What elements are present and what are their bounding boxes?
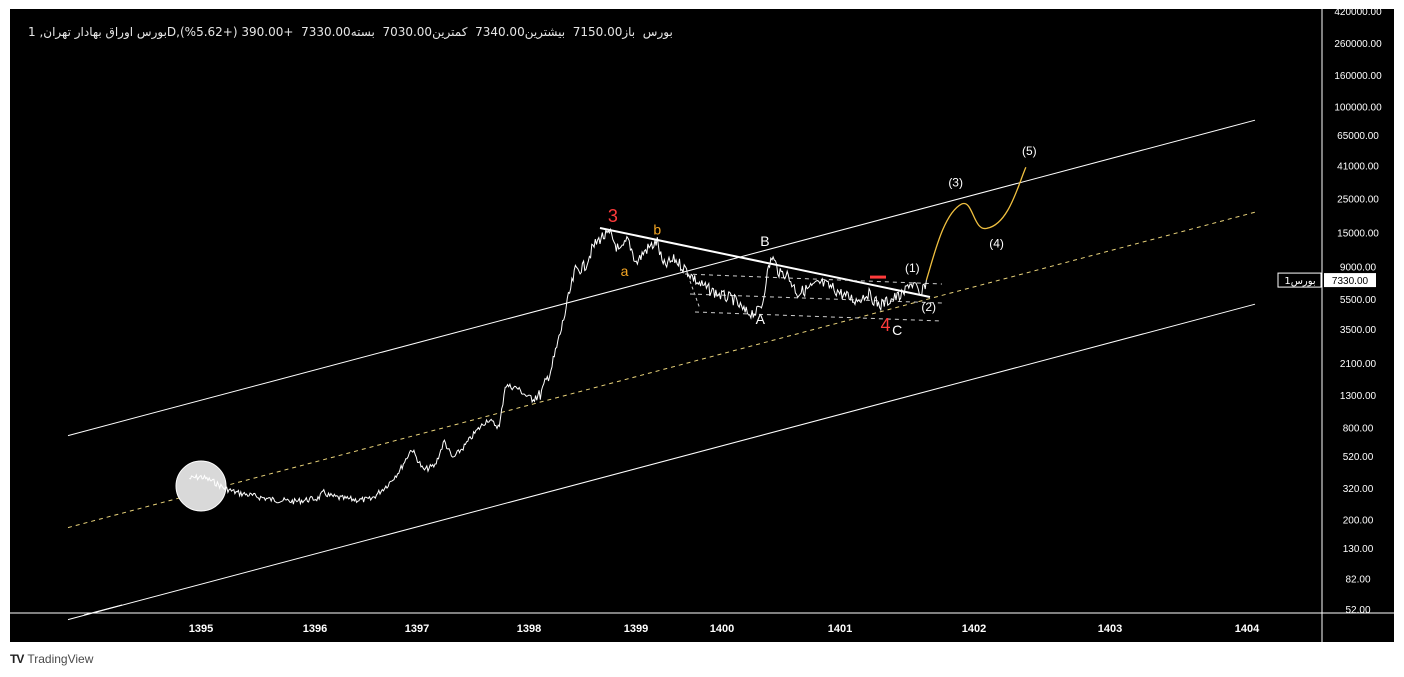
channel-lower-extension [83, 604, 123, 616]
y-tick-label-17: 130.00 [1343, 544, 1374, 555]
wedge-lower-dashed [694, 311, 943, 322]
x-tick-label-8: 1403 [1098, 623, 1122, 635]
wave-label-1: a [621, 263, 629, 279]
x-tick-label-3: 1398 [517, 623, 541, 635]
y-tick-label-0: 420000.00 [1334, 9, 1382, 18]
legend-low-label: کمترین [432, 25, 468, 39]
x-tick-label-0: 1395 [189, 623, 213, 635]
y-tick-label-15: 320.00 [1343, 484, 1374, 495]
legend-close-label: بسته [350, 25, 375, 39]
x-tick-label-4: 1399 [624, 623, 648, 635]
highlight-circle [175, 460, 227, 512]
last-price-name: بورس1 [1284, 276, 1315, 287]
price-series-line [189, 227, 927, 506]
legend-symbol: بورس اوراق بهادار تهران, 1 [28, 25, 167, 39]
y-tick-label-16: 200.00 [1343, 515, 1374, 526]
y-tick-label-9: 5500.00 [1340, 295, 1377, 306]
wave-label-0: 3 [608, 206, 618, 226]
x-tick-label-5: 1400 [710, 623, 734, 635]
channel-lower-line [67, 303, 1256, 621]
resistance-trendline [599, 227, 931, 298]
y-tick-label-2: 160000.00 [1334, 71, 1382, 82]
y-tick-label-18: 82.00 [1345, 575, 1370, 586]
wave-label-7: (1) [905, 261, 920, 275]
wave-label-11: (5) [1022, 144, 1037, 158]
legend-interval: D [166, 25, 177, 39]
legend-exchange: بورس [642, 25, 673, 39]
wave-label-3: B [760, 233, 769, 249]
last-price-value: 7330.00 [1332, 276, 1369, 287]
legend-change: +390.00 (+5.62%) [179, 25, 294, 39]
legend-open-label: باز [622, 25, 636, 39]
wave-label-4: A [756, 311, 766, 327]
wave-label-9: (3) [948, 175, 963, 189]
x-tick-label-6: 1401 [828, 623, 852, 635]
chart-panel[interactable]: 3 a b B A 4 C (1) (2) (3) (4) (5) 420000.00 260000.00… [10, 9, 1394, 642]
wedge-left-dashed [689, 280, 701, 310]
y-tick-label-8: 9000.00 [1340, 262, 1377, 273]
y-tick-label-10: 3500.00 [1340, 325, 1377, 336]
x-tick-label-1: 1396 [303, 623, 327, 635]
footer-brand[interactable]: TV TradingView [10, 650, 93, 668]
wave-label-6: C [892, 322, 902, 338]
y-tick-label-13: 800.00 [1343, 423, 1374, 434]
ohlc-legend: بورس اوراق بهادار تهران, 1D, بورس باز7150… [28, 25, 673, 39]
wave-label-2: b [653, 222, 661, 238]
x-tick-label-2: 1397 [405, 623, 429, 635]
wave-label-10: (4) [989, 236, 1004, 250]
y-tick-label-11: 2100.00 [1340, 359, 1377, 370]
wedge-upper-dashed [684, 273, 943, 285]
x-tick-label-7: 1402 [962, 623, 986, 635]
x-tick-label-9: 1404 [1235, 623, 1260, 635]
wave-label-5: 4 [880, 315, 890, 335]
channel-upper-line [67, 119, 1256, 437]
y-tick-label-12: 1300.00 [1340, 391, 1377, 402]
y-tick-label-5: 41000.00 [1337, 162, 1379, 173]
y-tick-label-14: 520.00 [1343, 452, 1374, 463]
y-tick-label-3: 100000.00 [1334, 102, 1382, 113]
projection-path [925, 167, 1027, 281]
legend-high-label: بیشترین [524, 25, 566, 39]
legend-open: 7150.00 [572, 25, 623, 39]
price-chart[interactable]: 3 a b B A 4 C (1) (2) (3) (4) (5) 420000.00 260000.00… [10, 9, 1394, 642]
y-tick-label-4: 65000.00 [1337, 131, 1379, 142]
legend-close: 7330.00 [301, 25, 351, 39]
legend-high: 7340.00 [475, 25, 525, 39]
legend-low: 7030.00 [382, 25, 433, 39]
last-price-tag[interactable] [1324, 273, 1376, 288]
y-tick-label-19: 52.00 [1345, 605, 1370, 616]
y-tick-label-1: 260000.00 [1334, 39, 1382, 50]
wave-label-8: (2) [921, 300, 936, 314]
y-tick-label-7: 15000.00 [1337, 228, 1379, 239]
brand-text: TradingView [27, 652, 94, 666]
y-tick-label-6: 25000.00 [1337, 195, 1379, 206]
last-price-name-box [1277, 272, 1322, 288]
tradingview-logo-icon: TV [10, 652, 24, 666]
